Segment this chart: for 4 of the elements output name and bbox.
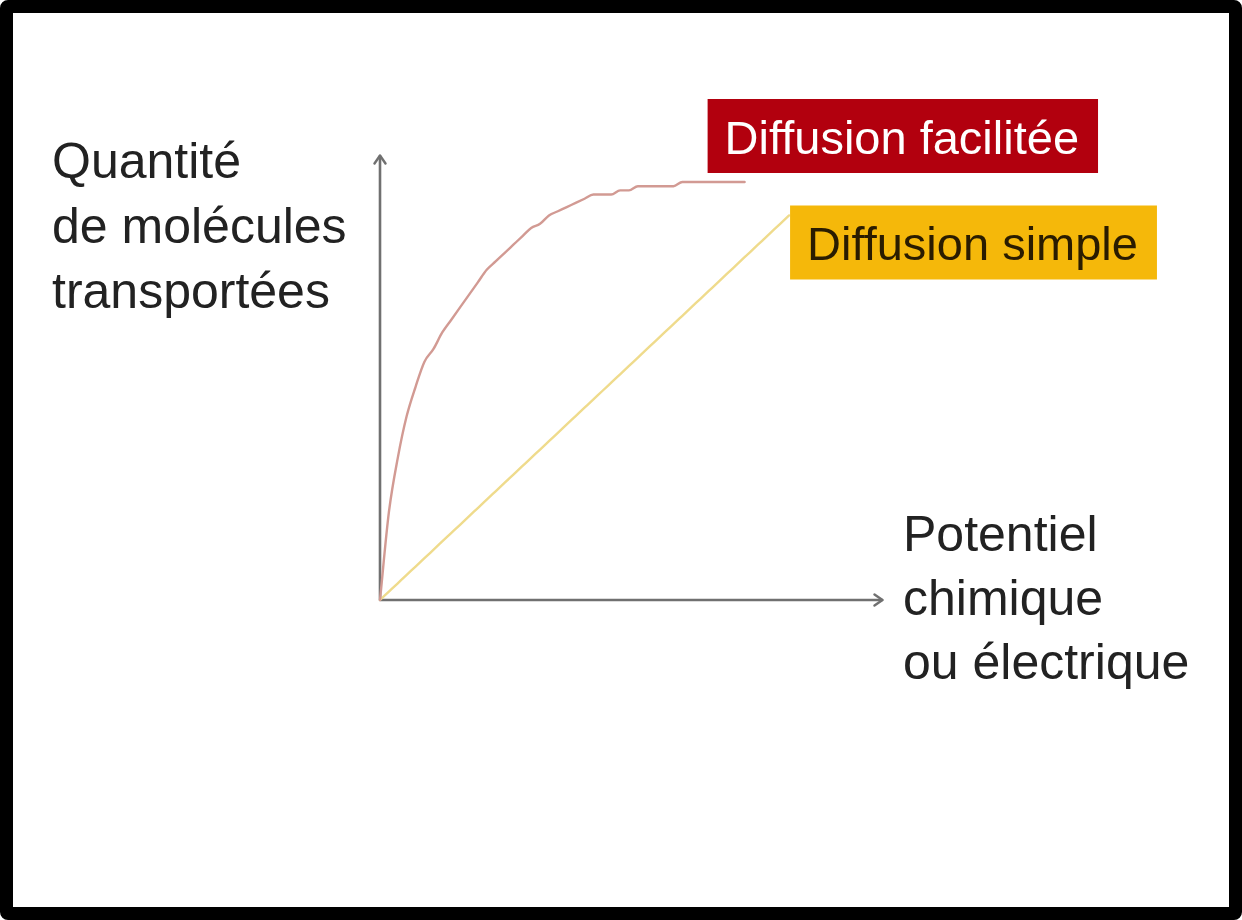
- series-label: Diffusion facilitée: [724, 111, 1080, 164]
- y-axis-title: Quantité de molécules transportées: [52, 133, 347, 319]
- x-axis-title: Potentiel chimique ou électrique: [903, 506, 1190, 690]
- series-label: Diffusion simple: [807, 217, 1138, 271]
